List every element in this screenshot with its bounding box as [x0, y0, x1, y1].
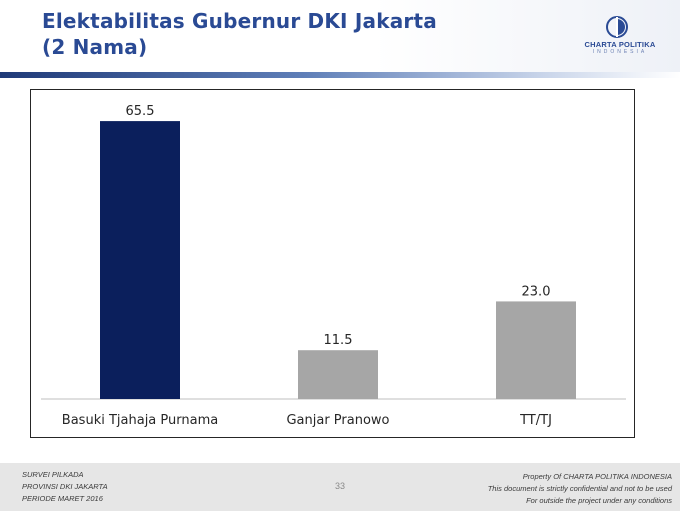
footer-confidentiality: Property Of CHARTA POLITIKA INDONESIA Th… — [488, 471, 672, 507]
logo-name: CHARTA POLITIKA — [584, 40, 656, 49]
footer-survey-info: SURVEI PILKADA PROVINSI DKI JAKARTA PERI… — [22, 469, 108, 505]
chart-frame: 65.5 Basuki Tjahaja Purnama 11.5 Ganjar Pra… — [30, 89, 635, 438]
charta-politika-logo: CHARTA POLITIKA INDONESIA — [570, 16, 670, 60]
bar — [100, 121, 180, 399]
footer: SURVEI PILKADA PROVINSI DKI JAKARTA PERI… — [0, 463, 680, 511]
footer-survey-line: SURVEI PILKADA — [22, 470, 84, 479]
footer-confidentiality-line: This document is strictly confidential a… — [487, 484, 672, 493]
data-label: 11.5 — [324, 333, 353, 348]
data-label: 23.0 — [522, 284, 551, 299]
bar — [298, 350, 378, 399]
data-label: 65.5 — [126, 104, 155, 119]
charta-politika-logo-mark-icon — [606, 16, 628, 38]
slide-title: Elektabilitas Gubernur DKI Jakarta (2 Na… — [42, 8, 437, 60]
slide-title-line-1: Elektabilitas Gubernur DKI Jakarta — [42, 9, 437, 33]
footer-confidentiality-line: For outside the project under any condit… — [526, 496, 672, 505]
category-label: Ganjar Pranowo — [286, 413, 389, 428]
logo-subtitle: INDONESIA — [592, 49, 648, 55]
footer-survey-line: PROVINSI DKI JAKARTA — [22, 482, 108, 491]
bar-chart: 65.5 Basuki Tjahaja Purnama 11.5 Ganjar Pra… — [41, 104, 626, 428]
footer-confidentiality-line: Property Of CHARTA POLITIKA INDONESIA — [522, 472, 672, 481]
header-band — [0, 0, 680, 72]
category-label: Basuki Tjahaja Purnama — [62, 413, 218, 428]
bar — [496, 301, 576, 399]
footer-survey-line: PERIODE MARET 2016 — [22, 494, 103, 503]
header-divider — [0, 72, 680, 78]
page-number: 33 — [334, 481, 345, 491]
category-label: TT/TJ — [519, 413, 552, 428]
slide-title-line-2: (2 Nama) — [42, 35, 148, 59]
